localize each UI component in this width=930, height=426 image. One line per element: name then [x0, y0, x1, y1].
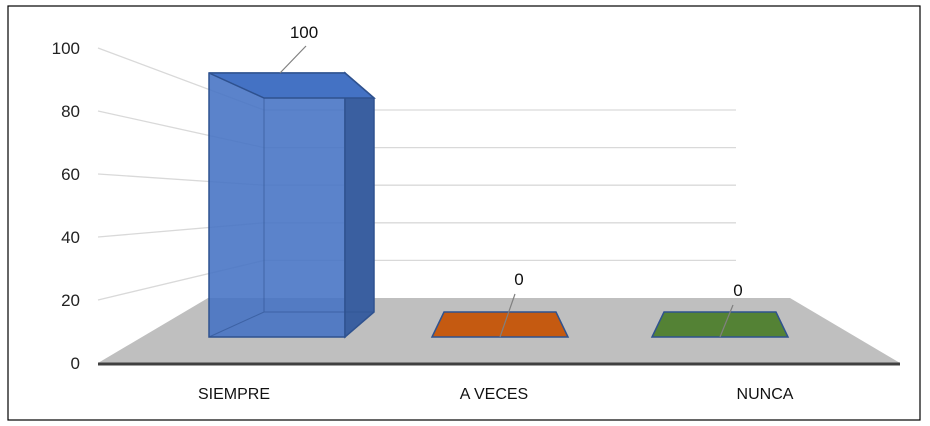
data-label-leader-0 [279, 45, 307, 74]
bar-side-0 [344, 71, 375, 339]
data-label-0: 100 [290, 23, 318, 42]
data-label-leader-2 [719, 304, 734, 338]
y-tick-label: 80 [61, 102, 80, 121]
y-tick-label: 0 [71, 354, 80, 373]
y-tick-label: 60 [61, 165, 80, 184]
bar-flat-2 [650, 311, 790, 338]
bars [208, 71, 790, 339]
labels: 0 20 40 60 80 100 100 0 0 SIEMPRE A VECES NUNCA [52, 23, 794, 403]
data-label-leader-1 [499, 293, 516, 338]
y-tick-label: 20 [61, 291, 80, 310]
category-label-2: NUNCA [737, 386, 794, 403]
y-tick-label: 100 [52, 39, 80, 58]
category-label-0: SIEMPRE [198, 386, 270, 403]
data-label-2: 0 [733, 281, 742, 300]
y-tick-label: 40 [61, 228, 80, 247]
data-label-1: 0 [514, 270, 523, 289]
bar-front-0 [208, 72, 346, 338]
category-label-1: A VECES [460, 386, 528, 403]
bar-inner-edges-0 [208, 72, 374, 338]
bar-flat-1 [430, 311, 570, 338]
